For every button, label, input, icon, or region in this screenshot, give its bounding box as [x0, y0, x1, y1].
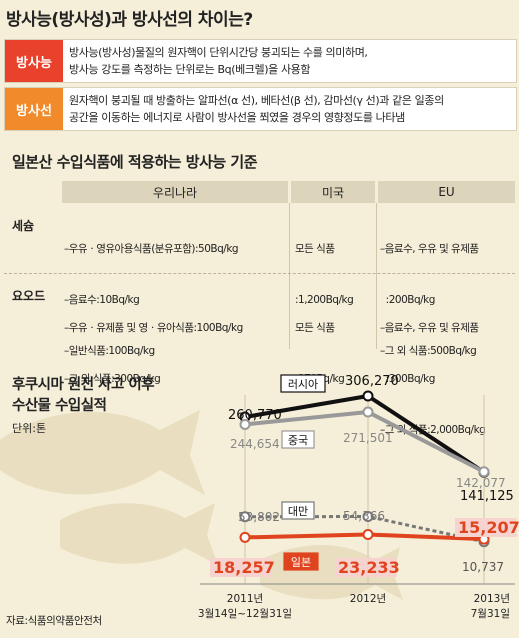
data-point: [362, 390, 374, 402]
legend-label: 대만: [288, 505, 308, 518]
data-point: [239, 531, 251, 543]
value-label: 23,233: [338, 558, 400, 577]
cell-line: –우유ㆍ영유아용식품(분유포함):50Bq/kg: [64, 243, 239, 255]
chart-series: [239, 390, 490, 548]
value-label-bg: [335, 558, 397, 577]
cell-usa-cesium: 모든 식품 :1,200Bq/kg: [295, 207, 354, 343]
cell-line: :300Bq/kg: [380, 373, 436, 385]
value-label: 10,737: [462, 560, 504, 574]
definition-line: 방사능(방사성)물질의 원자핵이 단위시간당 붕괴되는 수를 의미하며,: [69, 46, 368, 59]
x-tick-label: 7월31일: [471, 607, 510, 620]
definition-line: 방사능 강도를 측정하는 단위로는 Bq(베크렐)을 사용함: [69, 63, 311, 76]
value-label: 142,077: [456, 476, 506, 490]
value-label: 15,207: [458, 518, 519, 537]
definition-text: 방사능(방사성)물질의 원자핵이 단위시간당 붕괴되는 수를 의미하며, 방사능…: [69, 44, 510, 78]
value-label: 271,501: [343, 431, 393, 445]
value-label: 141,125: [460, 489, 514, 504]
definition-radiation: 방사선 원자핵이 붕괴될 때 방출하는 알파선(α 선), 베타선(β 선), …: [4, 87, 517, 131]
cell-line: –음료수, 우유 및 유제품: [380, 322, 479, 334]
value-label: 260,770: [228, 408, 282, 423]
cell-line: –그 외 식품:500Bq/kg: [380, 345, 477, 357]
x-tick-label: 3월14일~12월31일: [198, 607, 292, 620]
definition-text: 원자핵이 붕괴될 때 방출하는 알파선(α 선), 베타선(β 선), 감마선(…: [69, 92, 510, 126]
fish-shape: [60, 503, 218, 565]
cell-korea-cesium: –우유ㆍ영유아용식품(분유포함):50Bq/kg –음료수:10Bq/kg –일…: [64, 207, 239, 394]
legend-box: [283, 552, 319, 571]
value-label: 306,270: [345, 374, 399, 389]
page-title: 방사능(방사성)과 방사선의 차이는?: [6, 10, 253, 30]
cell-eu-cesium: –음료수, 우유 및 유제품 :200Bq/kg –그 외 식품:500Bq/k…: [380, 207, 479, 394]
definition-line: 공간을 이동하는 에너지로 사람이 방사선을 쬐였을 경우의 영향정도를 나타냄: [69, 111, 405, 124]
chart-x-ticks: 2011년 3월14일~12월31일 2012년 2013년 7월31일: [198, 593, 510, 620]
data-point: [362, 510, 374, 522]
value-label: 53,802: [238, 510, 280, 524]
value-label: 18,257: [213, 558, 275, 577]
term-label: 방사능: [5, 40, 63, 82]
row-label-iodine: 요오드: [12, 289, 46, 303]
cell-korea-iodine: –우유ㆍ유제품 및 영ㆍ유아식품:100Bq/kg –그 외 식품:300Bq/…: [64, 286, 243, 422]
standards-title: 일본산 수입식품에 적용하는 방사능 기준: [12, 153, 258, 171]
x-tick-label: 2011년: [227, 593, 263, 605]
chart-title-line: 후쿠시마 원전 사고 이후: [12, 377, 155, 393]
definition-radioactivity: 방사능 방사능(방사성)물질의 원자핵이 단위시간당 붕괴되는 수를 의미하며,…: [4, 39, 517, 83]
cell-line: –음료수:10Bq/kg: [64, 294, 140, 306]
data-point: [362, 529, 374, 541]
source-note: 자료:식품의약품안전처: [6, 615, 102, 627]
column-header-eu: EU: [378, 181, 515, 203]
cell-line: –일반식품:100Bq/kg: [64, 345, 155, 357]
chart-title-line: 수산물 수입실적: [12, 398, 107, 414]
legend-label: 중국: [288, 434, 308, 447]
value-label: 54,366: [343, 509, 385, 523]
x-tick-label: 2012년: [350, 593, 386, 605]
cell-line: –그 외 식품:300Bq/kg: [64, 373, 161, 385]
fish-shape: [0, 410, 205, 495]
data-point: [239, 511, 251, 523]
chart-title: 후쿠시마 원전 사고 이후 수산물 수입실적: [12, 375, 155, 417]
column-divider: [376, 203, 377, 349]
cell-line: –음료수, 우유 및 유제품: [380, 243, 479, 255]
cell-line: –우유ㆍ유제품 및 영ㆍ유아식품:100Bq/kg: [64, 322, 243, 334]
data-point: [362, 406, 374, 418]
value-label-bg: [455, 518, 517, 537]
column-header-korea: 우리나라: [62, 181, 288, 203]
chart-unit: 단위:톤: [12, 422, 47, 435]
legend-label: 러시아: [288, 378, 318, 391]
data-point: [239, 418, 251, 430]
legend-box: [281, 501, 315, 520]
cell-line: 모든 식품: [295, 243, 335, 255]
row-label-cesium: 세슘: [12, 219, 35, 233]
legend-label: 일본: [291, 555, 311, 569]
cell-line: :200Bq/kg: [380, 294, 436, 306]
definition-line: 원자핵이 붕괴될 때 방출하는 알파선(α 선), 베타선(β 선), 감마선(…: [69, 94, 444, 107]
x-tick-label: 2013년: [474, 593, 510, 605]
column-header-usa: 미국: [291, 181, 375, 203]
term-label: 방사선: [5, 88, 63, 130]
chart-value-labels: 260,770 306,270 141,125 244,654 271,501 142,0…: [210, 374, 519, 577]
cell-line: :1,200Bq/kg: [295, 294, 354, 306]
row-divider: [4, 273, 515, 274]
column-divider: [289, 203, 290, 349]
legend-box: [281, 430, 315, 449]
value-label-bg: [210, 558, 272, 577]
legend-box: [280, 374, 326, 393]
data-point: [478, 466, 490, 478]
standards-table: 우리나라 미국 EU 세슘 –우유ㆍ영유아용식품(분유포함):50Bq/kg –…: [4, 181, 515, 436]
cell-line: 모든 식품: [295, 322, 335, 334]
value-label: 244,654: [230, 437, 280, 451]
